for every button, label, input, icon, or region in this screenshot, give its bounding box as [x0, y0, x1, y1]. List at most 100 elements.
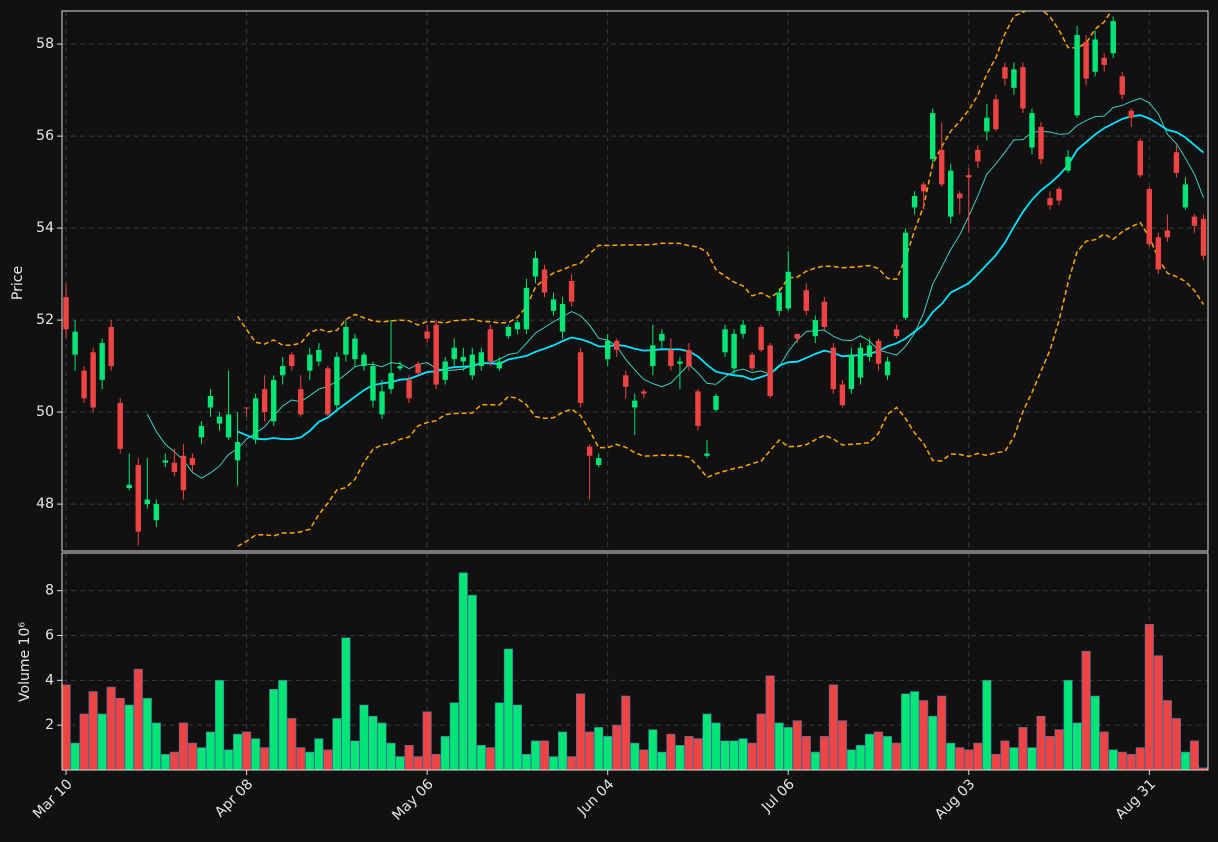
volume-bar	[377, 722, 387, 771]
volume-bar	[278, 680, 288, 771]
candle-body	[162, 460, 169, 463]
volume-bar	[828, 684, 838, 771]
volume-bar	[973, 742, 983, 771]
candle-body	[541, 269, 548, 293]
candle-body	[126, 484, 132, 488]
volume-bar	[666, 733, 676, 771]
candle-body	[848, 354, 855, 390]
volume-bar	[964, 749, 974, 771]
volume-bar	[224, 749, 234, 771]
candle-body	[740, 324, 746, 334]
volume-bar	[1117, 751, 1127, 771]
candle-body	[632, 400, 638, 408]
candle-body	[1110, 21, 1116, 54]
volume-bar	[1027, 747, 1037, 771]
candle-body	[1029, 113, 1035, 148]
candle-body	[108, 326, 114, 367]
volume-bar	[864, 733, 875, 771]
volume-bar	[296, 747, 306, 771]
volume-bar	[639, 749, 649, 771]
volume-bar	[792, 720, 802, 771]
volume-bar	[169, 751, 179, 771]
volume-bar	[269, 688, 279, 771]
candle-body	[1173, 152, 1180, 173]
volume-bar	[711, 722, 721, 771]
volume-bar	[214, 680, 225, 771]
volume-bar	[1180, 751, 1190, 771]
volume-bar	[368, 715, 378, 771]
volume-bar	[1108, 749, 1118, 771]
volume-bar	[1162, 700, 1172, 771]
candle-body	[171, 462, 178, 472]
candle-body	[189, 458, 196, 465]
volume-bar	[97, 713, 107, 771]
candle-body	[668, 349, 674, 367]
candle-body	[307, 354, 313, 371]
volume-bar	[142, 697, 152, 771]
volume-bar	[1045, 736, 1055, 771]
volume-bar	[1135, 747, 1145, 771]
candle-body	[514, 322, 521, 330]
candle-body	[289, 354, 295, 367]
candle-body	[948, 170, 954, 217]
volume-bar	[115, 697, 125, 771]
candle-body	[830, 347, 837, 390]
volume-bar	[720, 740, 730, 771]
volume-bar	[702, 713, 712, 771]
candle-body	[1200, 218, 1207, 256]
candle-body	[875, 340, 882, 364]
candle-body	[81, 370, 87, 399]
volume-bar	[512, 704, 522, 771]
candle-body	[623, 375, 629, 387]
candle-body	[884, 361, 891, 376]
volume-bar	[1153, 655, 1163, 771]
volume-bar	[431, 754, 441, 771]
volume-bar	[494, 702, 504, 771]
volume-bar	[440, 736, 450, 771]
candle-body	[406, 379, 412, 399]
y2-tick-label: 6	[45, 627, 54, 643]
volume-bar	[251, 738, 261, 771]
y2-tick-label: 8	[45, 583, 54, 599]
volume-bar	[287, 718, 297, 771]
volume-bar	[233, 733, 243, 771]
candle-body	[614, 340, 620, 350]
volume-bar	[612, 724, 622, 771]
candle-body	[1002, 67, 1008, 79]
candle-body	[298, 389, 304, 415]
candle-body	[505, 326, 512, 337]
volume-bar	[314, 738, 324, 771]
volume-bar	[151, 722, 161, 771]
volume-bar	[837, 720, 847, 771]
moving-average	[237, 114, 1205, 441]
candle-body	[1056, 189, 1062, 201]
candle-body	[776, 292, 782, 311]
volume-bar	[684, 736, 694, 771]
candle-body	[243, 407, 250, 409]
candle-body	[749, 354, 755, 369]
y-tick-label: 58	[36, 36, 54, 52]
volume-bar	[422, 711, 432, 771]
candle-body	[1011, 69, 1017, 88]
volume-bar	[693, 738, 703, 771]
volume-bar	[576, 693, 586, 771]
volume-bar	[476, 745, 486, 771]
volume-bar	[124, 704, 134, 771]
y-tick-label: 52	[36, 312, 54, 328]
candle-body	[650, 345, 656, 367]
volume-bar	[621, 695, 631, 771]
volume-bar	[991, 754, 1001, 771]
candle-body	[920, 184, 927, 192]
candle-body	[568, 281, 575, 302]
candle-body	[252, 398, 259, 440]
candle-body	[1137, 140, 1144, 176]
volume-bar	[955, 747, 965, 771]
candle-body	[767, 345, 773, 396]
candle-body	[758, 326, 764, 350]
volume-bar	[855, 745, 865, 771]
volume-bar	[521, 754, 531, 771]
volume-bar	[242, 731, 252, 771]
volume-bar	[738, 738, 748, 771]
